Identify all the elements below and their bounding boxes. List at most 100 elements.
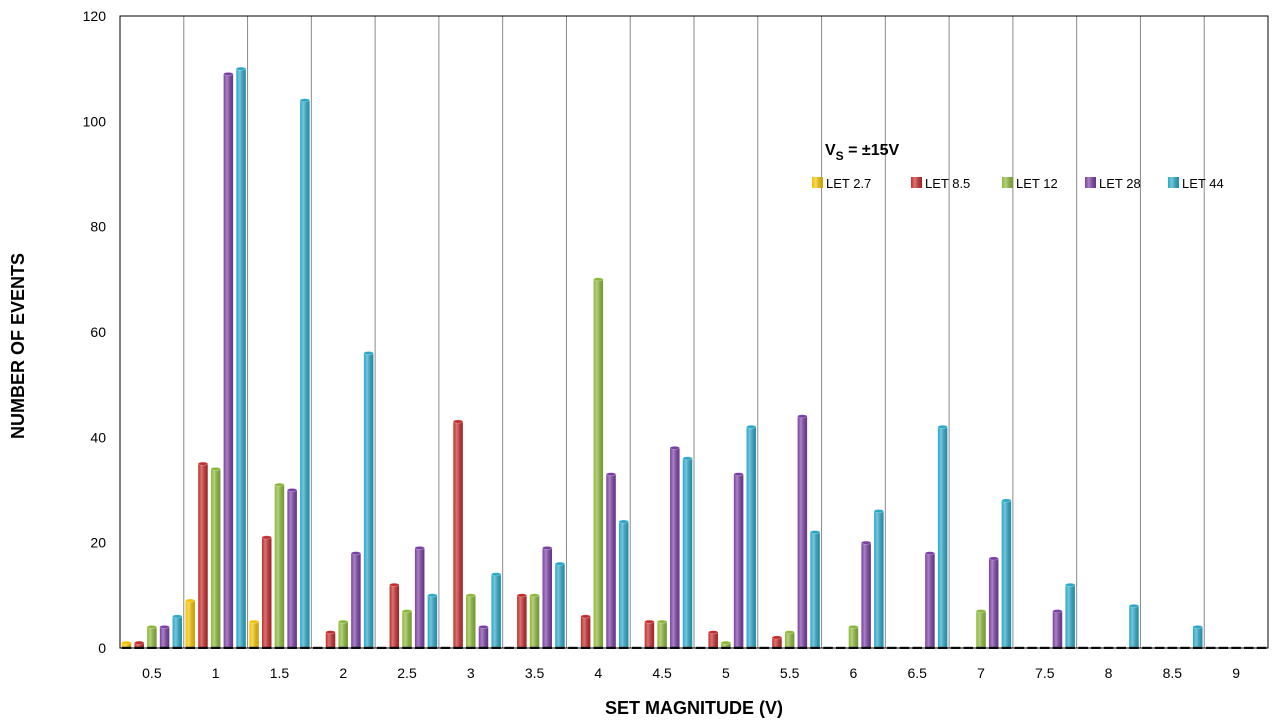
bar-shading	[427, 595, 438, 648]
bar-top	[1192, 625, 1203, 629]
bar-shading	[874, 511, 884, 648]
bar-shading	[491, 574, 501, 648]
legend-swatch-shading	[1168, 177, 1179, 188]
bar-top	[389, 582, 400, 587]
bar-top	[223, 72, 234, 76]
x-tick-label: 8.5	[1163, 665, 1183, 681]
bar-shading	[1192, 626, 1203, 648]
legend: LET 2.7 LET 8.5 LET 12 LET 28 LET 44	[812, 176, 1224, 191]
bar-top	[1128, 603, 1140, 608]
annotation-main: V	[825, 142, 836, 159]
bar-shading	[478, 626, 489, 648]
y-tick-label: 120	[83, 8, 107, 24]
x-tick-label: 4	[594, 665, 602, 681]
bar-top	[134, 640, 145, 645]
bar-shading	[810, 532, 820, 648]
bar-top	[733, 472, 744, 477]
y-tick-label: 80	[90, 219, 106, 235]
bar-shading	[708, 632, 718, 648]
bar-shading	[861, 542, 871, 648]
bar-shading	[147, 626, 157, 648]
bar-shading	[185, 600, 196, 648]
legend-label: LET 28	[1099, 176, 1141, 191]
bar-top	[975, 609, 987, 614]
bar-shading	[606, 474, 616, 648]
bar-top	[669, 445, 680, 450]
bar-top	[873, 509, 884, 513]
supply-voltage-annotation: VS = ±15V	[825, 142, 900, 163]
x-axis-title: SET MAGNITUDE (V)	[605, 698, 783, 718]
bar-top	[720, 640, 731, 645]
legend-label: LET 44	[1182, 176, 1224, 191]
bar-top	[810, 530, 821, 535]
bar-shading	[389, 584, 400, 648]
bar-top	[453, 419, 464, 424]
bar-top	[593, 277, 604, 282]
bar-shading	[300, 100, 310, 649]
bar-top	[287, 488, 298, 492]
bar-shading	[121, 642, 132, 648]
x-tick-label: 1	[212, 665, 220, 681]
bar-shading	[670, 447, 680, 648]
bar-shading	[402, 611, 412, 648]
bar-shading	[325, 632, 336, 648]
bar-shading	[172, 616, 183, 648]
bar-shading	[657, 621, 667, 648]
bar-top	[605, 472, 617, 477]
bar-shading	[363, 353, 374, 648]
bar-shading	[287, 490, 297, 648]
bar-shading	[593, 279, 604, 648]
y-tick-label: 0	[98, 640, 106, 656]
bar-shading	[236, 68, 246, 648]
bar-top	[988, 556, 999, 561]
legend-swatch-shading	[1085, 177, 1096, 188]
bar-top	[401, 609, 413, 614]
bar-top	[618, 519, 629, 524]
bar-top	[797, 414, 808, 419]
bar-top	[771, 635, 783, 640]
bar-top	[299, 98, 310, 103]
legend-swatch-shading	[1002, 177, 1013, 188]
bar-shading	[746, 426, 757, 648]
legend-label: LET 12	[1016, 176, 1058, 191]
bar-top	[937, 424, 948, 429]
x-tick-label: 4.5	[652, 665, 672, 681]
bar-top	[236, 66, 247, 71]
bar-top	[1052, 609, 1063, 614]
bar-top	[146, 625, 157, 629]
x-tick-label: 5	[722, 665, 730, 681]
bar-top	[784, 630, 795, 635]
bar-shading	[198, 463, 208, 648]
bar-shading	[210, 468, 221, 648]
y-tick-label: 40	[90, 429, 106, 445]
bar-shading	[338, 621, 348, 648]
bar-top	[325, 630, 336, 635]
bar-shading	[848, 626, 859, 648]
bar-shading	[772, 637, 782, 648]
annotation-rest: = ±15V	[844, 142, 900, 159]
x-tick-label: 2	[339, 665, 347, 681]
plot-area-frame	[119, 15, 1269, 649]
bar-top	[338, 619, 349, 624]
x-tick-label: 1.5	[270, 665, 290, 681]
bar-shading	[721, 642, 731, 648]
legend-swatch-shading	[812, 177, 823, 188]
bar-shading	[249, 621, 259, 648]
bar-shading	[1052, 611, 1063, 648]
bar-shading	[542, 547, 553, 648]
bar-shading	[618, 521, 629, 648]
bar-top	[708, 630, 719, 635]
legend-label: LET 2.7	[826, 176, 871, 191]
bar-top	[465, 593, 476, 598]
bar-top	[172, 614, 183, 619]
y-axis-title: NUMBER OF EVENTS	[8, 253, 28, 439]
x-tick-label: 7.5	[1035, 665, 1055, 681]
bar-top	[478, 625, 489, 629]
bar-shading	[580, 616, 591, 648]
bar-shading	[784, 632, 795, 648]
bars	[121, 66, 1267, 649]
legend-swatch-shading	[911, 177, 922, 188]
bar-top	[682, 456, 693, 461]
bar-top	[1065, 582, 1076, 587]
